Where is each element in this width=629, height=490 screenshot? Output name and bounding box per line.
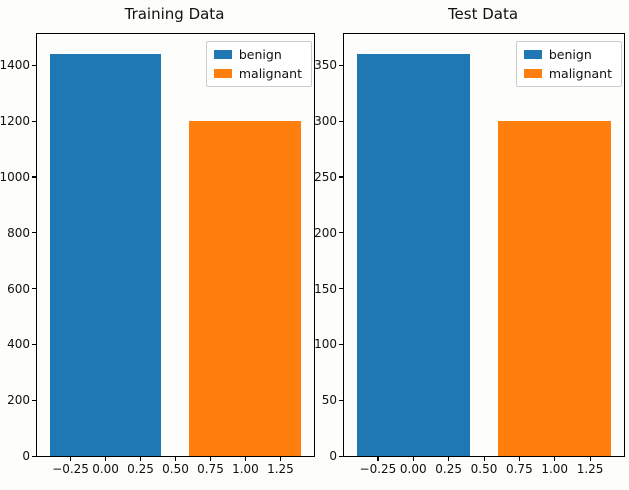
y-tick-label: 250 [314,169,337,184]
x-tick-mark [244,457,247,461]
y-tick-mark [339,232,343,234]
x-tick-mark [70,457,72,461]
y-tick-mark [339,64,343,66]
legend-item-benign: benign [523,47,612,62]
y-tick-mark [32,64,36,66]
y-tick-mark [339,288,343,290]
y-tick-label: 1000 [0,169,30,184]
x-tick-mark [412,457,414,461]
x-tick-label: 0.25 [127,462,154,476]
y-tick-label: 600 [7,281,30,296]
x-tick-label: −0.25 [52,462,89,476]
y-tick-mark [32,232,36,234]
x-tick-label: 0.50 [470,462,498,476]
y-tick-label: 150 [314,281,337,296]
y-tick-label: 350 [314,58,337,73]
y-tick-label: 0 [22,449,30,463]
y-tick-label: 200 [7,393,30,408]
legend: benign malignant [515,41,622,87]
legend-swatch-malignant [523,69,542,78]
x-tick-mark [105,457,107,461]
y-tick-mark [32,343,36,346]
y-tick-mark [339,399,343,401]
legend-label-benign: benign [548,47,592,62]
x-tick-mark [279,457,282,461]
x-tick-mark [448,457,450,461]
legend-label-malignant: malignant [238,66,302,81]
training-data-axes: 0 200 400 600 800 1000 1200 1400 −0.25 0.00 0.25 0.… [0,33,315,476]
y-tick-label: 200 [314,225,337,240]
x-tick-mark [554,457,556,461]
legend-swatch-malignant [213,69,232,78]
legend-swatch-benign [213,50,232,59]
legend-label-malignant: malignant [548,66,612,81]
x-tick-label: 1.25 [576,462,604,476]
y-tick-label: 0 [329,449,337,463]
legend-label-benign: benign [238,47,282,62]
y-tick-label: 1400 [0,58,30,73]
bar-malignant [498,121,612,456]
bar-benign [49,54,162,456]
y-tick-mark [32,455,36,457]
y-tick-label: 50 [321,393,337,408]
x-tick-label: 0.75 [197,462,224,476]
y-tick-mark [339,343,343,346]
y-tick-label: 100 [314,337,337,352]
legend-item-benign: benign [213,47,302,62]
x-tick-label: 0.00 [399,462,427,476]
x-tick-mark [175,457,177,461]
y-tick-label: 400 [7,337,30,352]
y-tick-mark [339,120,343,122]
bar-malignant [189,121,302,456]
y-tick-mark [32,399,36,401]
y-tick-label: 800 [7,225,30,240]
test-data-axes: 0 50 100 150 200 250 300 350 −0.25 0.00 0.25 0.50 0.… [314,33,625,476]
y-tick-mark [339,176,343,178]
x-tick-label: 0.25 [435,462,462,476]
chart-title-training: Training Data [124,5,225,23]
x-tick-mark [518,457,521,461]
bar-benign [356,54,470,456]
x-tick-label: 0.50 [162,462,189,476]
x-tick-mark [140,457,142,461]
legend-item-malignant: malignant [523,66,612,81]
y-tick-label: 1200 [0,114,30,129]
x-tick-label: 0.00 [92,462,119,476]
x-tick-mark [209,457,212,461]
y-tick-mark [32,288,36,290]
legend-swatch-benign [523,50,542,59]
x-tick-mark [483,457,485,461]
y-tick-mark [32,120,36,122]
chart-title-test: Test Data [447,5,519,23]
x-tick-label: 1.25 [267,462,294,476]
x-tick-mark [589,457,591,461]
x-tick-label: 0.75 [505,462,533,476]
y-tick-mark [339,455,343,457]
x-tick-label: 1.00 [541,462,569,476]
y-tick-label: 300 [314,114,337,129]
y-tick-mark [32,176,36,178]
legend-item-malignant: malignant [213,66,302,81]
x-tick-label: 1.00 [232,462,259,476]
x-tick-label: −0.25 [359,462,397,476]
legend: benign malignant [205,41,312,87]
x-tick-mark [377,457,379,461]
